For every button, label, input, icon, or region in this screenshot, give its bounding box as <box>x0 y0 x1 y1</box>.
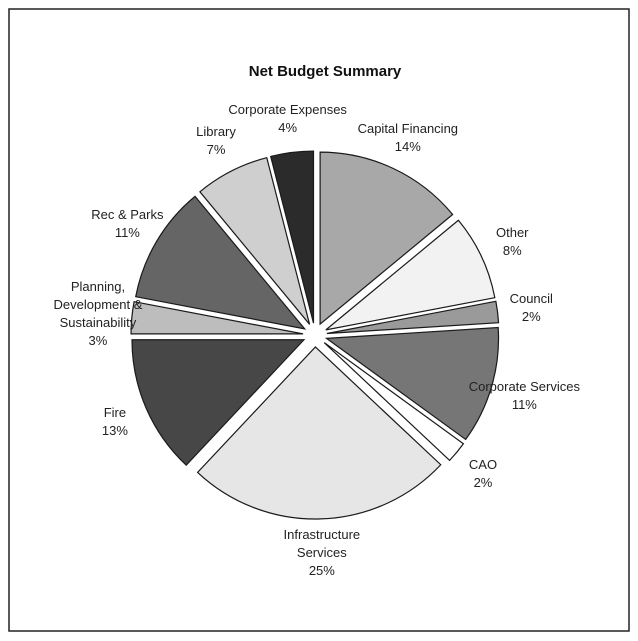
slice-label: Capital Financing 14% <box>358 120 458 156</box>
slice-value: 8% <box>502 243 522 259</box>
slice-label: Infrastructure Services 25% <box>257 526 387 580</box>
slice-name: Council <box>509 290 553 306</box>
pie-slice <box>323 342 465 462</box>
pie-slice <box>135 195 307 330</box>
slice-value: 4% <box>278 119 298 135</box>
slice-label: Library 7% <box>196 123 236 159</box>
slice-name: Other <box>495 225 529 241</box>
slice-label: Other 8% <box>496 224 529 260</box>
pie-slice <box>130 300 304 335</box>
pie-slice <box>326 300 500 335</box>
slice-name: Rec & Parks <box>91 207 164 223</box>
pie-slice <box>196 346 442 520</box>
slice-value: 13% <box>101 422 128 438</box>
slice-value: 7% <box>206 141 226 157</box>
pie-slice <box>131 339 306 466</box>
slice-label: Fire 13% <box>102 404 128 440</box>
slice-name: Corporate Services <box>468 378 580 394</box>
slice-label: Corporate Services 11% <box>469 378 580 414</box>
slice-value: 14% <box>394 138 421 154</box>
slice-label: Corporate Expenses 4% <box>228 101 347 137</box>
slice-name: Planning, Development & Sustainability <box>53 279 143 331</box>
slice-label: Planning, Development & Sustainability 3% <box>33 278 163 350</box>
pie-slice <box>324 326 500 441</box>
slice-value: 3% <box>88 333 108 349</box>
slice-value: 11% <box>114 225 140 241</box>
slice-label: Council 2% <box>510 290 553 326</box>
pie-slice <box>325 219 496 331</box>
slice-name: Infrastructure Services <box>283 526 361 560</box>
slice-value: 11% <box>511 396 537 412</box>
slice-name: Capital Financing <box>357 120 459 136</box>
slice-name: CAO <box>468 456 498 472</box>
pie-slice <box>269 150 315 324</box>
slice-value: 2% <box>473 474 493 490</box>
slice-value: 25% <box>308 562 335 578</box>
slice-name: Fire <box>103 404 127 420</box>
slice-name: Corporate Expenses <box>228 101 347 117</box>
pie-slice <box>199 156 311 325</box>
chart-frame <box>8 8 630 632</box>
slice-label: Rec & Parks 11% <box>91 206 163 242</box>
slice-name: Library <box>196 123 236 139</box>
pie-slice <box>319 151 454 326</box>
slice-label: CAO 2% <box>469 456 497 492</box>
chart-title: Net Budget Summary <box>249 63 402 80</box>
slice-value: 2% <box>521 308 541 324</box>
